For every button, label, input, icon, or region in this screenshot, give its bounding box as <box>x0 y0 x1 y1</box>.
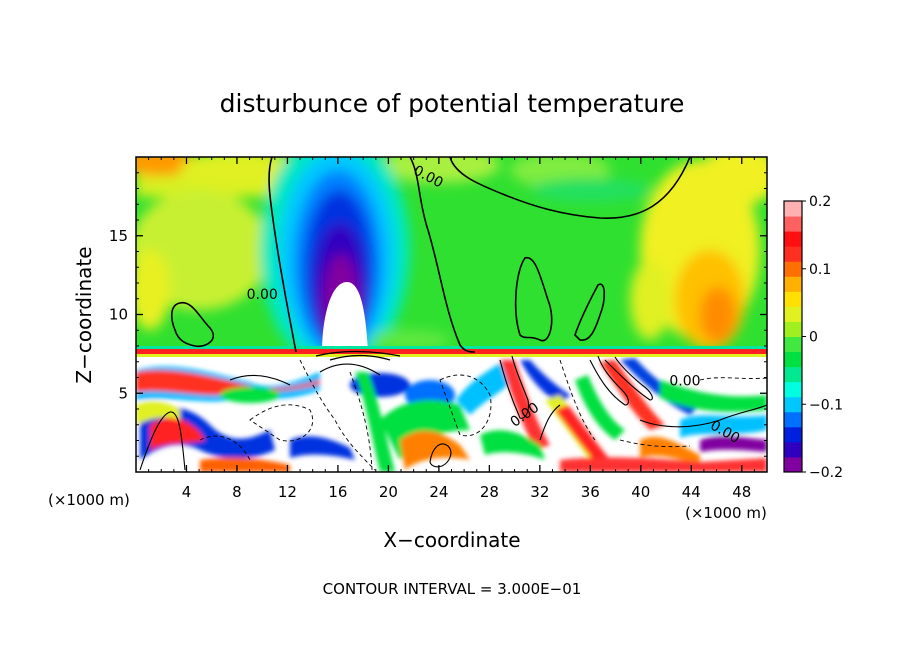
colorbar-swatch <box>784 426 802 443</box>
x-tick-label: 16 <box>328 483 347 501</box>
x-unit-right: (×1000 m) <box>685 504 767 522</box>
zero-contour-lines <box>170 157 691 353</box>
x-axis: 4 8 12 16 20 24 28 32 36 40 44 48 <box>148 157 755 501</box>
colorbar-tick-label: −0.2 <box>809 465 843 481</box>
colorbar-swatch <box>784 396 802 413</box>
colorbar-tick-label: −0.1 <box>809 397 843 413</box>
x-tick-label: 24 <box>429 483 448 501</box>
x-tick-label: 28 <box>480 483 499 501</box>
colorbar-swatch <box>784 261 802 277</box>
y-tick-label: 15 <box>109 227 128 245</box>
y-tick-label: 10 <box>109 306 128 324</box>
x-tick-label: 36 <box>581 483 600 501</box>
colorbar-swatch <box>784 246 802 262</box>
x-unit-left: (×1000 m) <box>48 491 130 509</box>
colorbar-swatch <box>784 411 802 428</box>
colorbar-swatch <box>784 441 802 458</box>
colorbar-swatch <box>784 336 802 353</box>
colorbar-swatch <box>784 306 802 322</box>
colorbar-swatch <box>784 291 802 307</box>
colorbar-tick-label: 0.2 <box>809 194 831 210</box>
colorbar-tick-label: 0 <box>809 330 818 346</box>
colorbar-swatch <box>784 201 802 217</box>
colorbar-swatch <box>784 366 802 383</box>
y-axis-label: Z−coordinate <box>72 246 96 383</box>
colorbar: 0.2 0.1 0 −0.1 −0.2 <box>783 194 843 481</box>
x-tick-label: 8 <box>232 483 242 501</box>
x-axis-label: X−coordinate <box>383 528 520 552</box>
x-tick-label: 44 <box>682 483 701 501</box>
x-tick-label: 20 <box>379 483 398 501</box>
colorbar-swatch <box>784 231 802 247</box>
colorbar-swatch <box>784 276 802 292</box>
chart-title: disturbunce of potential temperature <box>220 89 685 118</box>
x-tick-label: 40 <box>631 483 650 501</box>
contour-label: 0.00 <box>669 373 700 389</box>
y-tick-label: 5 <box>118 384 128 402</box>
y-axis: 5 10 15 <box>109 172 767 457</box>
x-tick-label: 32 <box>530 483 549 501</box>
x-tick-label: 12 <box>278 483 297 501</box>
contour-label: 0.00 <box>247 287 278 303</box>
colorbar-swatch <box>784 216 802 232</box>
x-tick-label: 4 <box>182 483 192 501</box>
colorbar-swatch <box>784 456 802 473</box>
heatmap-field <box>136 157 767 472</box>
colorbar-tick-label: 0.1 <box>809 262 831 278</box>
colorbar-swatch <box>784 381 802 398</box>
x-tick-label: 48 <box>732 483 751 501</box>
colorbar-swatch <box>784 351 802 368</box>
colorbar-swatch <box>784 321 802 337</box>
contour-interval-note: CONTOUR INTERVAL = 3.000E−01 <box>323 580 582 598</box>
